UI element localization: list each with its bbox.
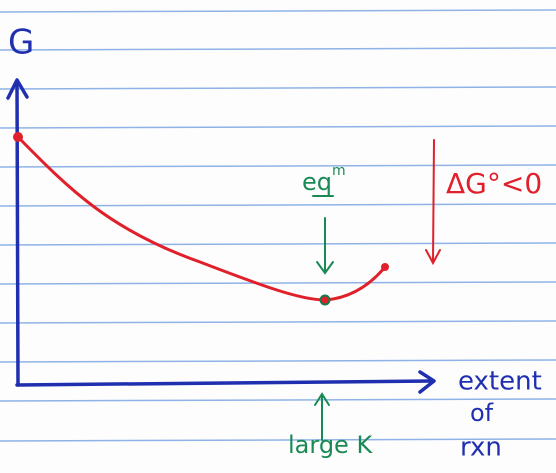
gibbs-curve bbox=[18, 137, 385, 300]
x-axis bbox=[17, 381, 432, 385]
end-point bbox=[381, 263, 389, 271]
equilibrium-label-base: eq bbox=[302, 168, 332, 196]
x-axis-label-line: extent bbox=[458, 367, 542, 397]
equilibrium-point bbox=[321, 296, 330, 305]
start-point bbox=[13, 132, 23, 142]
equilibrium-label: eqm bbox=[302, 163, 346, 196]
delta-g-arrow bbox=[433, 140, 434, 262]
diagram: G eqm ΔG°<0 extent of rxn large K bbox=[0, 0, 556, 473]
x-axis-label-line: rxn bbox=[460, 433, 502, 463]
equilibrium-label-sup: m bbox=[332, 163, 346, 179]
x-axis-label-line: of bbox=[470, 399, 494, 427]
y-axis-label: G bbox=[8, 23, 34, 63]
y-axis bbox=[17, 82, 18, 385]
delta-g-label: ΔG°<0 bbox=[446, 167, 542, 200]
bottom-label: large K bbox=[288, 431, 373, 459]
